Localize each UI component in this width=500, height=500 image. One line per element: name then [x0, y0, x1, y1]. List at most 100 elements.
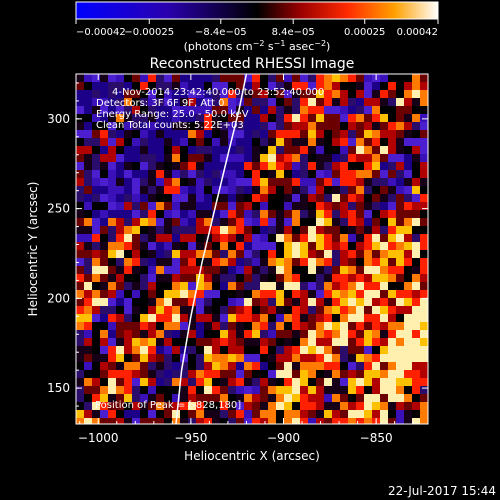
heatmap-cell — [76, 370, 84, 378]
heatmap-cell — [236, 250, 244, 258]
heatmap-cell — [236, 170, 244, 178]
heatmap-cell — [108, 202, 116, 210]
heatmap-cell — [412, 170, 420, 178]
heatmap-cell — [268, 138, 276, 146]
heatmap-cell — [380, 186, 388, 194]
heatmap-cell — [236, 330, 244, 338]
heatmap-cell — [308, 98, 316, 106]
heatmap-cell — [156, 370, 164, 378]
heatmap-cell — [196, 154, 204, 162]
heatmap-cell — [364, 346, 372, 354]
heatmap-cell — [228, 282, 236, 290]
heatmap-cell — [92, 314, 100, 322]
heatmap-cell — [252, 242, 260, 250]
heatmap-cell — [180, 330, 188, 338]
heatmap-cell — [276, 138, 284, 146]
heatmap-cell — [420, 418, 428, 424]
heatmap-cell — [396, 258, 404, 266]
heatmap-cell — [364, 138, 372, 146]
heatmap-cell — [316, 122, 324, 130]
heatmap-cell — [220, 330, 228, 338]
heatmap-cell — [372, 82, 380, 90]
heatmap-cell — [124, 202, 132, 210]
heatmap-cell — [156, 178, 164, 186]
heatmap-cell — [244, 346, 252, 354]
heatmap-cell — [324, 146, 332, 154]
heatmap-cell — [156, 322, 164, 330]
heatmap-cell — [76, 298, 84, 306]
heatmap-cell — [124, 162, 132, 170]
heatmap-cell — [236, 354, 244, 362]
heatmap-cell — [132, 282, 140, 290]
heatmap-cell — [268, 74, 276, 82]
heatmap-cell — [252, 354, 260, 362]
heatmap-cell — [228, 378, 236, 386]
heatmap-cell — [164, 306, 172, 314]
heatmap-cell — [356, 242, 364, 250]
heatmap-cell — [300, 306, 308, 314]
heatmap-cell — [300, 74, 308, 82]
heatmap-cell — [164, 354, 172, 362]
heatmap-cell — [164, 154, 172, 162]
heatmap-cell — [324, 418, 332, 424]
heatmap-cell — [276, 194, 284, 202]
heatmap-cell — [212, 322, 220, 330]
heatmap-cell — [372, 90, 380, 98]
heatmap-cell — [196, 258, 204, 266]
heatmap-cell — [180, 394, 188, 402]
heatmap-cell — [348, 186, 356, 194]
heatmap-cell — [172, 154, 180, 162]
heatmap-cell — [180, 274, 188, 282]
heatmap-cell — [228, 418, 236, 424]
heatmap-cell — [188, 410, 196, 418]
heatmap-cell — [364, 242, 372, 250]
heatmap-cell — [84, 170, 92, 178]
heatmap-cell — [212, 266, 220, 274]
heatmap-cell — [268, 362, 276, 370]
heatmap-cell — [228, 402, 236, 410]
heatmap-cell — [116, 338, 124, 346]
heatmap-cell — [396, 114, 404, 122]
heatmap-cell — [196, 298, 204, 306]
heatmap-cell — [276, 346, 284, 354]
x-tick-label: −850 — [360, 431, 393, 445]
heatmap-cell — [76, 130, 84, 138]
heatmap-cell — [420, 154, 428, 162]
heatmap-cell — [284, 282, 292, 290]
heatmap-cell — [220, 186, 228, 194]
heatmap-cell — [156, 130, 164, 138]
heatmap-cell — [148, 170, 156, 178]
heatmap-cell — [276, 386, 284, 394]
heatmap-cell — [284, 322, 292, 330]
heatmap-cell — [236, 178, 244, 186]
heatmap-cell — [260, 90, 268, 98]
heatmap-cell — [84, 154, 92, 162]
heatmap-cell — [196, 74, 204, 82]
heatmap-cell — [156, 410, 164, 418]
heatmap-cell — [276, 242, 284, 250]
heatmap-cell — [316, 242, 324, 250]
colorbar — [75, 1, 439, 20]
heatmap-cell — [188, 242, 196, 250]
heatmap-cell — [124, 354, 132, 362]
heatmap-cell — [244, 250, 252, 258]
heatmap-cell — [172, 226, 180, 234]
heatmap-cell — [188, 186, 196, 194]
heatmap-cell — [332, 146, 340, 154]
heatmap-cell — [388, 122, 396, 130]
heatmap-cell — [380, 410, 388, 418]
heatmap-cell — [308, 106, 316, 114]
heatmap-cell — [164, 370, 172, 378]
heatmap-cell — [196, 378, 204, 386]
heatmap-cell — [180, 210, 188, 218]
heatmap-cell — [308, 122, 316, 130]
heatmap-cell — [308, 370, 316, 378]
heatmap-cell — [412, 298, 420, 306]
heatmap-cell — [116, 194, 124, 202]
heatmap-cell — [116, 274, 124, 282]
heatmap-cell — [244, 162, 252, 170]
heatmap-cell — [252, 98, 260, 106]
heatmap-cell — [332, 370, 340, 378]
heatmap-cell — [324, 322, 332, 330]
heatmap-cell — [308, 394, 316, 402]
